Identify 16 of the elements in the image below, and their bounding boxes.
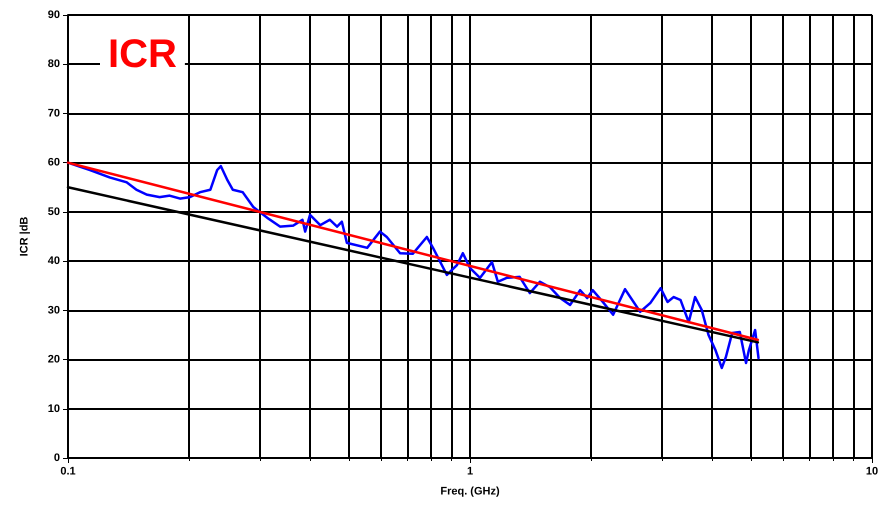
y-tick-label: 40 xyxy=(48,255,60,268)
y-tick-label: 30 xyxy=(48,304,60,316)
y-tick-label: 10 xyxy=(48,402,60,415)
y-tick-label: 70 xyxy=(48,107,60,120)
y-tick-label: 90 xyxy=(48,9,60,21)
x-tick-label: 0.1 xyxy=(60,466,76,478)
x-tick-label: 1 xyxy=(466,466,474,478)
y-tick-label: 0 xyxy=(54,452,60,464)
chart-title: ICR xyxy=(108,32,177,76)
y-axis-title: ICR |dB xyxy=(18,216,30,256)
y-tick-label: 20 xyxy=(48,354,60,366)
x-tick-label: 10 xyxy=(866,466,878,478)
y-tick-label: 80 xyxy=(48,58,60,70)
x-axis-title: Freq. (GHz) xyxy=(440,486,500,498)
y-tick-label: 60 xyxy=(48,156,60,169)
y-tick-label: 50 xyxy=(48,206,60,218)
